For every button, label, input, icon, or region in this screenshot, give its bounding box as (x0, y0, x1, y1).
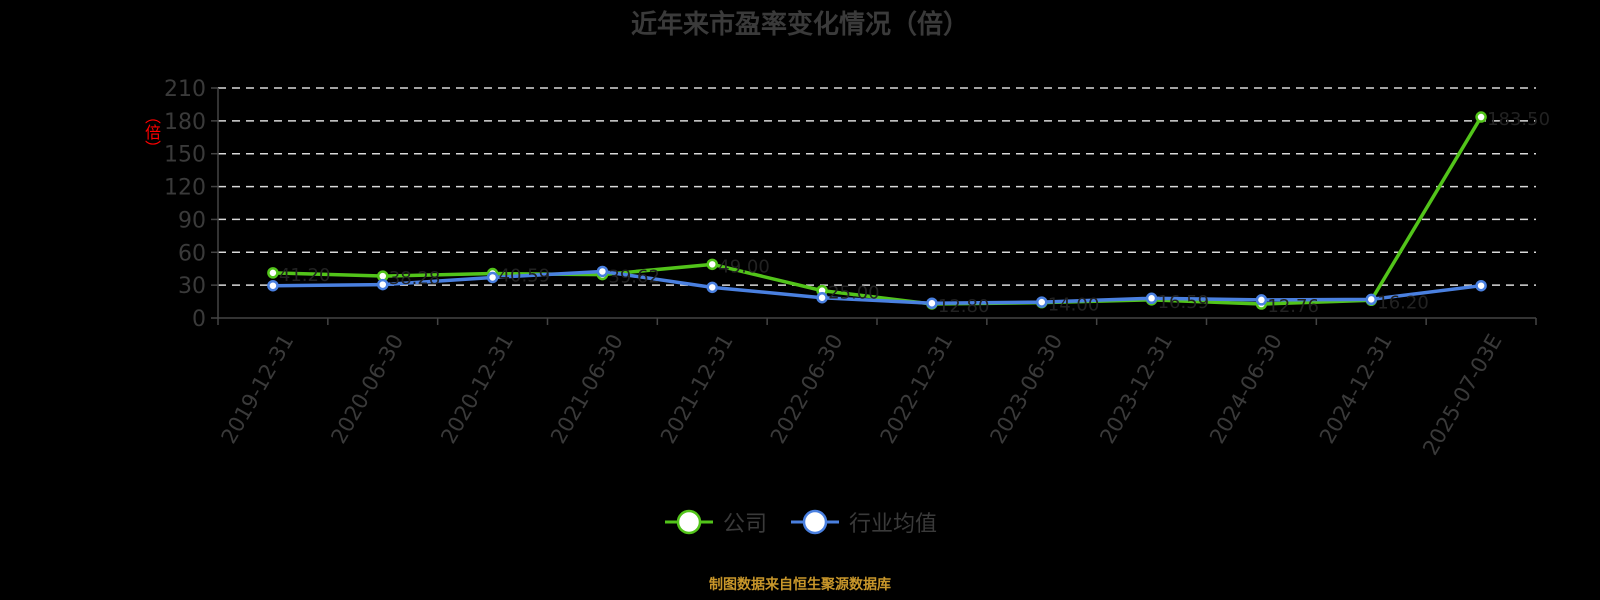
x-tick-label: 2022-06-30 (766, 330, 848, 448)
legend-marker-icon (791, 509, 839, 535)
data-label: 25.00 (828, 283, 880, 304)
y-tick-label: 30 (178, 274, 206, 299)
legend: 公司 行业均值 (0, 506, 1600, 538)
data-point[interactable] (596, 265, 609, 278)
series-line-1 (272, 269, 1482, 305)
data-label: 40.59 (499, 266, 551, 287)
data-label: 183.50 (1487, 109, 1550, 130)
y-tick-label: 210 (164, 77, 206, 102)
data-point[interactable] (1365, 293, 1377, 306)
data-point[interactable] (1145, 292, 1158, 305)
data-label: 14.00 (1048, 295, 1100, 316)
data-point[interactable] (1255, 294, 1268, 306)
y-tick-label: 120 (164, 176, 206, 201)
x-tick-label: 2023-12-31 (1095, 330, 1177, 448)
data-point[interactable] (706, 281, 718, 294)
legend-label: 公司 (722, 512, 767, 537)
x-tick-label: 2020-06-30 (326, 330, 408, 448)
legend-label: 行业均值 (849, 512, 938, 537)
data-point[interactable] (1036, 296, 1048, 308)
x-tick-label: 2025-07-03E (1418, 330, 1506, 459)
legend-item-1[interactable]: 行业均值 (789, 506, 937, 538)
data-label: 16.20 (1377, 292, 1429, 313)
y-axis-label: （倍） (142, 108, 161, 156)
legend-marker-icon (664, 509, 713, 535)
x-tick-label: 2024-06-30 (1205, 330, 1287, 448)
data-label: 39.62 (608, 267, 660, 288)
data-point[interactable] (267, 279, 279, 292)
x-tick-label: 2022-12-31 (876, 330, 958, 448)
data-point[interactable] (1475, 111, 1487, 123)
x-tick-label: 2024-12-31 (1315, 330, 1397, 448)
x-tick-label: 2021-06-30 (546, 330, 628, 448)
data-point[interactable] (377, 278, 389, 291)
y-tick-label: 150 (164, 143, 206, 168)
data-label: 12.80 (938, 296, 990, 317)
data-point[interactable] (816, 291, 828, 304)
y-tick-label: 60 (178, 241, 206, 266)
data-label: 41.20 (279, 265, 331, 286)
x-tick-label: 2021-12-31 (656, 330, 738, 448)
source-note: 制图数据来自恒生聚源数据库 (709, 577, 891, 593)
data-label: 49.00 (718, 256, 770, 277)
x-tick-label: 2019-12-31 (217, 330, 299, 448)
data-label: 38.28 (389, 268, 441, 289)
data-label: 16.59 (1158, 292, 1210, 313)
chart-title: 近年来市盈率变化情况（倍） (630, 10, 969, 40)
data-point[interactable] (486, 271, 499, 284)
data-label: 12.76 (1267, 296, 1319, 317)
data-point[interactable] (1475, 279, 1487, 292)
legend-item-0[interactable]: 公司 (663, 506, 767, 538)
series-line-0 (272, 116, 1483, 306)
data-point[interactable] (267, 267, 279, 279)
y-tick-label: 0 (192, 307, 206, 332)
data-point[interactable] (706, 258, 718, 271)
y-tick-label: 180 (164, 110, 206, 135)
y-tick-label: 90 (178, 208, 206, 233)
x-tick-label: 2020-12-31 (436, 330, 518, 448)
data-point[interactable] (926, 297, 938, 309)
x-tick-label: 2023-06-30 (985, 330, 1067, 448)
